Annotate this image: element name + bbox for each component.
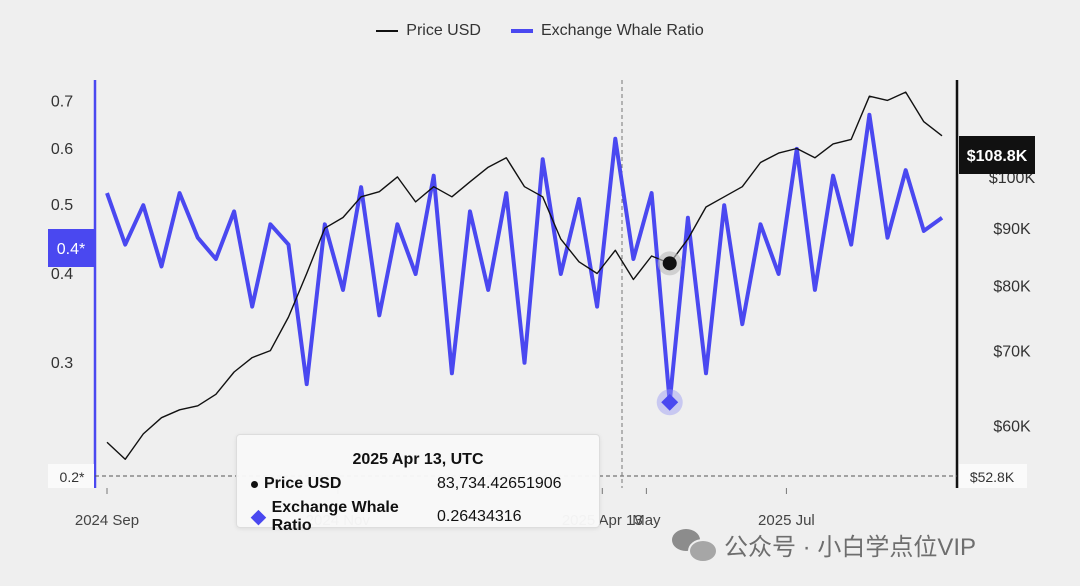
tooltip-price-label: Price USD: [264, 475, 342, 492]
dot-icon: [251, 480, 258, 488]
right-axis-ticks: $60K $70K $80K $90K $100K: [989, 170, 1036, 436]
legend-item-ratio[interactable]: Exchange Whale Ratio: [510, 22, 704, 40]
right-min-badge: [959, 464, 1027, 488]
chart-legend: Price USD Exchange Whale Ratio: [0, 22, 1080, 40]
tooltip-ratio-label: Exchange Whale Ratio: [271, 499, 399, 534]
right-min-badge-label: $52.8K: [970, 469, 1015, 485]
tooltip-price-value: 83,734.42651906: [437, 475, 562, 492]
left-current-badge-label: 0.4*: [57, 241, 85, 258]
left-tick-label: 0.3: [51, 355, 73, 372]
x-tick-label: 2024 Sep: [75, 512, 139, 529]
watermark-text: 公众号 · 小白学点位VIP: [724, 533, 977, 561]
right-tick-label: $80K: [993, 279, 1031, 296]
left-min-badge-label: 0.2*: [60, 469, 85, 485]
tooltip-ratio-value: 0.26434316: [437, 508, 522, 525]
right-tick-label: $90K: [993, 221, 1031, 238]
price-point-marker: [662, 256, 677, 271]
left-min-badge: [48, 464, 94, 488]
left-tick-label: 0.6: [51, 141, 73, 158]
legend-label-price: Price USD: [406, 22, 481, 39]
legend-label-ratio: Exchange Whale Ratio: [540, 22, 704, 39]
right-tick-label: $100K: [989, 170, 1036, 187]
diamond-icon: [250, 509, 266, 525]
x-tick-label: May: [632, 512, 661, 529]
wechat-icon: [672, 527, 718, 563]
left-current-badge: [48, 229, 94, 267]
chart-tooltip: 2025 Apr 13, UTC Price USD 83,734.426519…: [236, 434, 600, 534]
x-tick-label: 2025 Jul: [758, 512, 815, 529]
right-current-badge: [959, 136, 1035, 174]
left-tick-label: 0.4: [51, 266, 73, 283]
tooltip-title: 2025 Apr 13, UTC: [352, 451, 484, 468]
tooltip-row-ratio: Exchange Whale Ratio 0.26434316: [237, 499, 599, 535]
legend-swatch-ratio: [510, 29, 533, 33]
left-axis-ticks: 0.3 0.4 0.5 0.6 0.7: [51, 93, 73, 372]
ratio-point-marker: [661, 393, 679, 411]
watermark: 公众号 · 小白学点位VIP: [672, 524, 976, 564]
series-line-exchange-whale-ratio: [105, 112, 944, 405]
tooltip-row-price: Price USD 83,734.42651906: [237, 475, 599, 493]
left-tick-label: 0.5: [51, 197, 73, 214]
right-current-badge-label: $108.8K: [967, 148, 1028, 165]
legend-item-price[interactable]: Price USD: [376, 22, 481, 40]
right-tick-label: $70K: [993, 344, 1031, 361]
right-tick-label: $60K: [993, 419, 1031, 436]
left-tick-label: 0.7: [51, 93, 73, 110]
series-line-price-usd: [106, 91, 943, 460]
legend-swatch-price: [376, 30, 399, 32]
